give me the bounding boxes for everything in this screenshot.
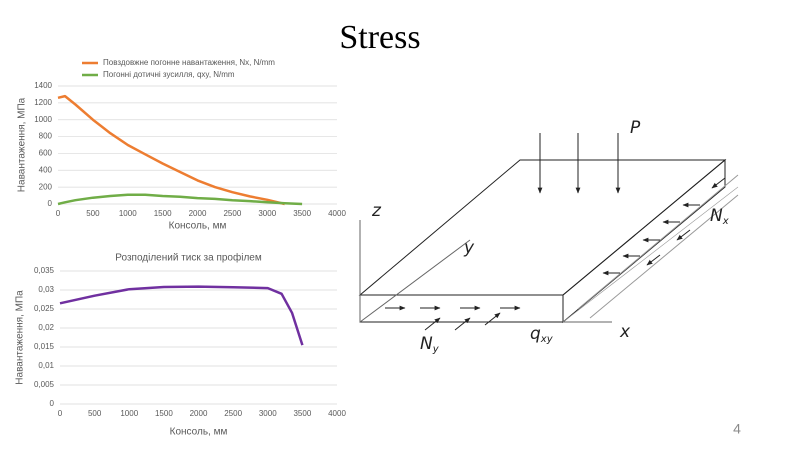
y-tick-label: 0,015 xyxy=(34,342,55,351)
y-tick-label: 0 xyxy=(48,199,53,208)
y-tick-label: 1400 xyxy=(34,81,52,90)
x-axis-title: Консоль, мм xyxy=(170,427,228,438)
y-axis-title: Навантаження, МПа xyxy=(15,290,26,385)
page-number: 4 xyxy=(733,421,741,437)
y-tick-label: 600 xyxy=(39,149,53,158)
qxy-text: q xyxy=(530,324,541,344)
series-line xyxy=(57,193,303,206)
x-tick-label: 1500 xyxy=(155,409,173,418)
y-tick-label: 0,025 xyxy=(34,304,55,313)
qxy-sub: xy xyxy=(540,334,554,345)
x-label: x xyxy=(619,322,631,342)
x-tick-label: 3000 xyxy=(258,209,276,218)
z-label: z xyxy=(371,201,382,221)
x-tick-label: 3500 xyxy=(293,209,311,218)
series-line xyxy=(57,94,285,206)
x-tick-label: 2500 xyxy=(224,409,242,418)
y-tick-label: 0,02 xyxy=(38,323,54,332)
x-tick-label: 2000 xyxy=(189,209,207,218)
plate-top xyxy=(358,159,727,296)
x-tick-label: 3500 xyxy=(293,409,311,418)
x-tick-label: 500 xyxy=(86,209,100,218)
y-tick-label: 0,035 xyxy=(34,266,55,275)
y-tick-label: 400 xyxy=(39,165,53,174)
ny-text: N xyxy=(420,334,433,354)
x-tick-label: 500 xyxy=(88,409,102,418)
legend-label: Повздовжне погонне навантаження, Nx, N/m… xyxy=(103,58,275,67)
x-axis-title: Консоль, мм xyxy=(169,221,227,232)
series-line xyxy=(59,285,304,346)
x-tick-label: 1000 xyxy=(120,409,138,418)
nx-text: N xyxy=(710,206,723,226)
x-tick-label: 0 xyxy=(58,409,63,418)
x-tick-label: 2000 xyxy=(190,409,208,418)
y-tick-label: 0,005 xyxy=(34,380,55,389)
y-tick-label: 1200 xyxy=(34,98,52,107)
ny-sub: y xyxy=(432,344,440,355)
x-tick-label: 4000 xyxy=(328,209,346,218)
y-tick-label: 0 xyxy=(50,399,55,408)
legend-label: Погонні дотичні зусилля, qxy, N/mm xyxy=(103,70,235,79)
x-tick-label: 3000 xyxy=(259,409,277,418)
nx-sub: x xyxy=(722,216,729,227)
qxy-arrows xyxy=(424,312,501,331)
y-axis-title: Навантаження, МПа xyxy=(17,97,28,192)
y-tick-label: 800 xyxy=(39,132,53,141)
y-tick-label: 200 xyxy=(39,182,53,191)
plate-side xyxy=(562,158,726,324)
x-tick-label: 4000 xyxy=(328,409,346,418)
x-tick-label: 1500 xyxy=(154,209,172,218)
y-tick-label: 1000 xyxy=(34,115,52,124)
side-guide xyxy=(562,186,739,323)
x-tick-label: 0 xyxy=(56,209,61,218)
x-tick-label: 1000 xyxy=(119,209,137,218)
y-axis xyxy=(359,239,471,323)
side-guide xyxy=(589,194,739,319)
qxy-label: qxy xyxy=(530,324,554,345)
chart-title: Розподілений тиск за профілем xyxy=(115,252,262,264)
nx-arrows xyxy=(602,177,726,276)
y-label: y xyxy=(463,238,475,258)
ny-label: Ny xyxy=(420,334,440,355)
y-tick-label: 0,03 xyxy=(38,285,54,294)
side-guide xyxy=(577,174,739,310)
plate-diagram xyxy=(358,133,739,331)
force-label: P xyxy=(630,118,641,138)
slide-title: Stress xyxy=(339,19,420,56)
y-tick-label: 0,01 xyxy=(38,361,54,370)
x-tick-label: 2500 xyxy=(223,209,241,218)
nx-label: Nx xyxy=(710,206,729,227)
